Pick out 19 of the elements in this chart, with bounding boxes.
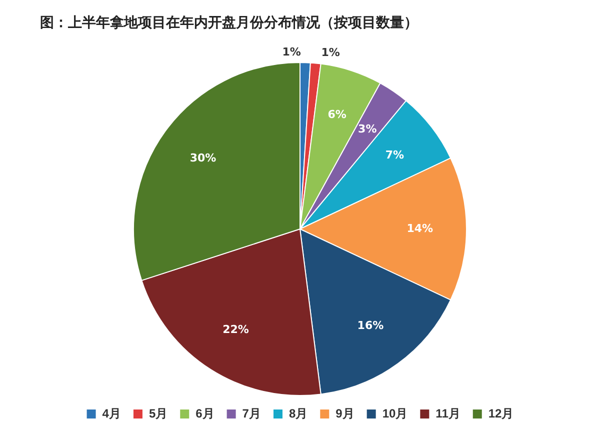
data-label: 30% — [190, 151, 216, 164]
chart-title: 图：上半年拿地项目在年内开盘月份分布情况（按项目数量） — [40, 14, 418, 32]
legend-label: 4月 — [102, 406, 121, 420]
data-label: 22% — [222, 323, 249, 336]
legend-label: 6月 — [196, 406, 214, 420]
legend-label: 7月 — [242, 406, 261, 420]
legend-label: 8月 — [288, 406, 308, 420]
legend-label: 10月 — [382, 406, 408, 420]
legend-label: 11月 — [436, 406, 460, 420]
data-label: 7% — [385, 148, 404, 162]
legend-label: 12月 — [488, 406, 514, 420]
data-label: 16% — [357, 318, 384, 332]
data-label: 14% — [406, 222, 434, 235]
legend-label: 9月 — [336, 406, 354, 420]
data-label: 1% — [282, 45, 301, 58]
legend-label: 5月 — [148, 406, 168, 420]
data-label: 6% — [328, 108, 346, 121]
data-label: 1% — [321, 46, 340, 60]
data-label: 3% — [358, 122, 377, 136]
